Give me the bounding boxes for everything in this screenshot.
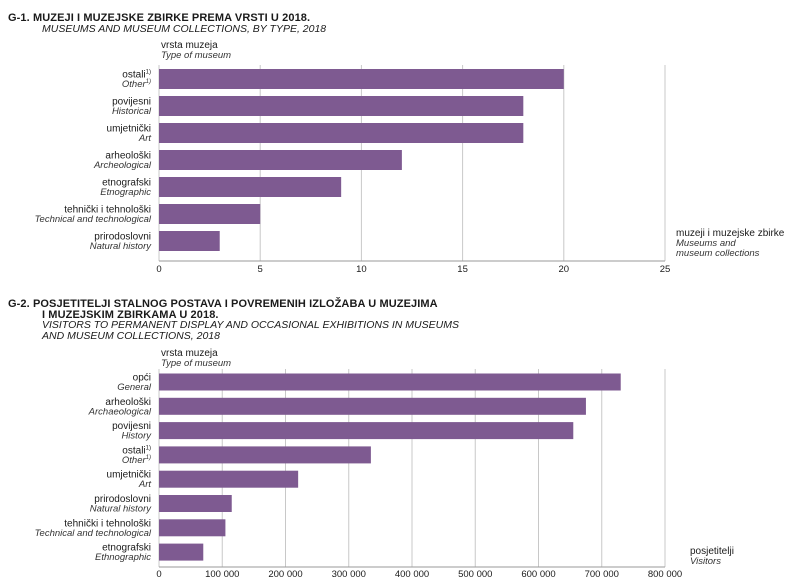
- chart2-category-label-en: General: [117, 382, 152, 393]
- chart2-subtitle-line2: AND MUSEUM COLLECTIONS, 2018: [42, 330, 220, 342]
- chart2-bar: [159, 373, 621, 391]
- chart1-bar: [159, 177, 342, 197]
- chart1-value-axis-label-en-2: museum collections: [676, 248, 760, 259]
- chart2-bar: [159, 397, 586, 415]
- chart2-category-label-en: History: [121, 431, 152, 442]
- chart2-category-label-en: Other1): [122, 455, 151, 466]
- chart2-tick-label: 500 000: [458, 569, 492, 577]
- chart1-category-label-en: Natural history: [90, 241, 152, 252]
- chart1-value-axis-label: muzeji i muzejske zbirke: [676, 228, 785, 239]
- chart1-category-label: umjetnički: [107, 124, 151, 135]
- chart1-category-label-en: Archeological: [93, 160, 152, 171]
- chart2-category-label: etnografski: [102, 543, 151, 554]
- chart1-tick-label: 25: [660, 264, 671, 275]
- chart2-bar: [159, 446, 371, 464]
- chart2-category-label: prirodoslovni: [94, 494, 151, 505]
- chart1-category-label: arheološki: [105, 151, 151, 162]
- chart1-bar: [159, 96, 524, 116]
- chart2-subtitle-line1: VISITORS TO PERMANENT DISPLAY AND OCCASI…: [42, 319, 459, 331]
- chart2-bar: [159, 519, 226, 537]
- chart2-title-line1: G-2. POSJETITELJI STALNOG POSTAVA I POVR…: [8, 298, 438, 310]
- chart2-bar: [159, 543, 204, 561]
- chart2-category-label-en: Natural history: [90, 504, 152, 515]
- chart1-category-label-en: Other1): [122, 79, 151, 90]
- chart1-category-label: etnografski: [102, 178, 151, 189]
- chart1-category-label: povijesni: [112, 97, 151, 108]
- chart1-bar: [159, 150, 402, 170]
- chart2-bar: [159, 470, 299, 488]
- chart2-tick-label: 0: [156, 569, 161, 577]
- chart2-category-label-en: Ethnographic: [95, 552, 151, 563]
- chart1-tick-label: 15: [457, 264, 468, 275]
- chart2-category-axis-label-en: Type of museum: [161, 358, 231, 369]
- chart1-category-label: prirodoslovni: [94, 232, 151, 243]
- chart1-category-axis-label: vrsta muzeja: [161, 40, 218, 51]
- chart2-category-label: ostali1): [122, 445, 151, 456]
- chart2-bar: [159, 422, 574, 440]
- chart2-tick-label: 800 000: [648, 569, 682, 577]
- chart1-bar: [159, 123, 524, 143]
- chart2-category-label: opći: [133, 373, 151, 384]
- chart1-bar: [159, 204, 261, 224]
- chart1-category-label-en: Art: [138, 133, 152, 144]
- chart2-tick-label: 100 000: [205, 569, 239, 577]
- chart1-category-label-en: Technical and technological: [35, 214, 152, 225]
- chart2-tick-label: 600 000: [521, 569, 555, 577]
- chart2-tick-label: 400 000: [395, 569, 429, 577]
- chart2-category-label: umjetnički: [107, 470, 151, 481]
- chart1-tick-label: 20: [559, 264, 570, 275]
- chart1-category-label: ostali1): [122, 70, 151, 81]
- chart1-category-label-en: Etnographic: [100, 187, 151, 198]
- chart2-category-axis-label: vrsta muzeja: [161, 348, 218, 359]
- chart1-subtitle: MUSEUMS AND MUSEUM COLLECTIONS, BY TYPE,…: [42, 23, 327, 35]
- chart2-category-label-en: Technical and technological: [35, 528, 152, 539]
- chart1-category-label: tehnički i tehnološki: [64, 205, 151, 216]
- chart2-value-axis-label: posjetitelji: [690, 546, 734, 557]
- chart2-title-line2: I MUZEJSKIM ZBIRKAMA U 2018.: [42, 309, 219, 321]
- chart1-tick-label: 5: [258, 264, 263, 275]
- chart1-tick-label: 0: [156, 264, 161, 275]
- chart2-category-label: tehnički i tehnološki: [64, 518, 151, 529]
- chart2-tick-label: 700 000: [585, 569, 619, 577]
- chart2-value-axis-label-en: Visitors: [690, 556, 721, 567]
- chart1-category-axis-label-en: Type of museum: [161, 50, 231, 61]
- chart1-bar: [159, 69, 564, 89]
- chart1-bar: [159, 231, 220, 251]
- chart2-bar: [159, 495, 232, 512]
- chart1-category-label-en: Historical: [112, 106, 152, 117]
- chart1-tick-label: 10: [356, 264, 367, 275]
- chart2-tick-label: 200 000: [268, 569, 302, 577]
- chart1-title: G-1. MUZEJI I MUZEJSKE ZBIRKE PREMA VRST…: [8, 12, 311, 24]
- chart2-category-label: povijesni: [112, 421, 151, 432]
- chart2-category-label-en: Art: [138, 479, 152, 490]
- chart1-value-axis-label-en-1: Museums and: [676, 238, 736, 249]
- chart2-category-label-en: Archaeological: [88, 406, 152, 417]
- chart2-category-label: arheološki: [105, 397, 151, 408]
- chart2-tick-label: 300 000: [332, 569, 366, 577]
